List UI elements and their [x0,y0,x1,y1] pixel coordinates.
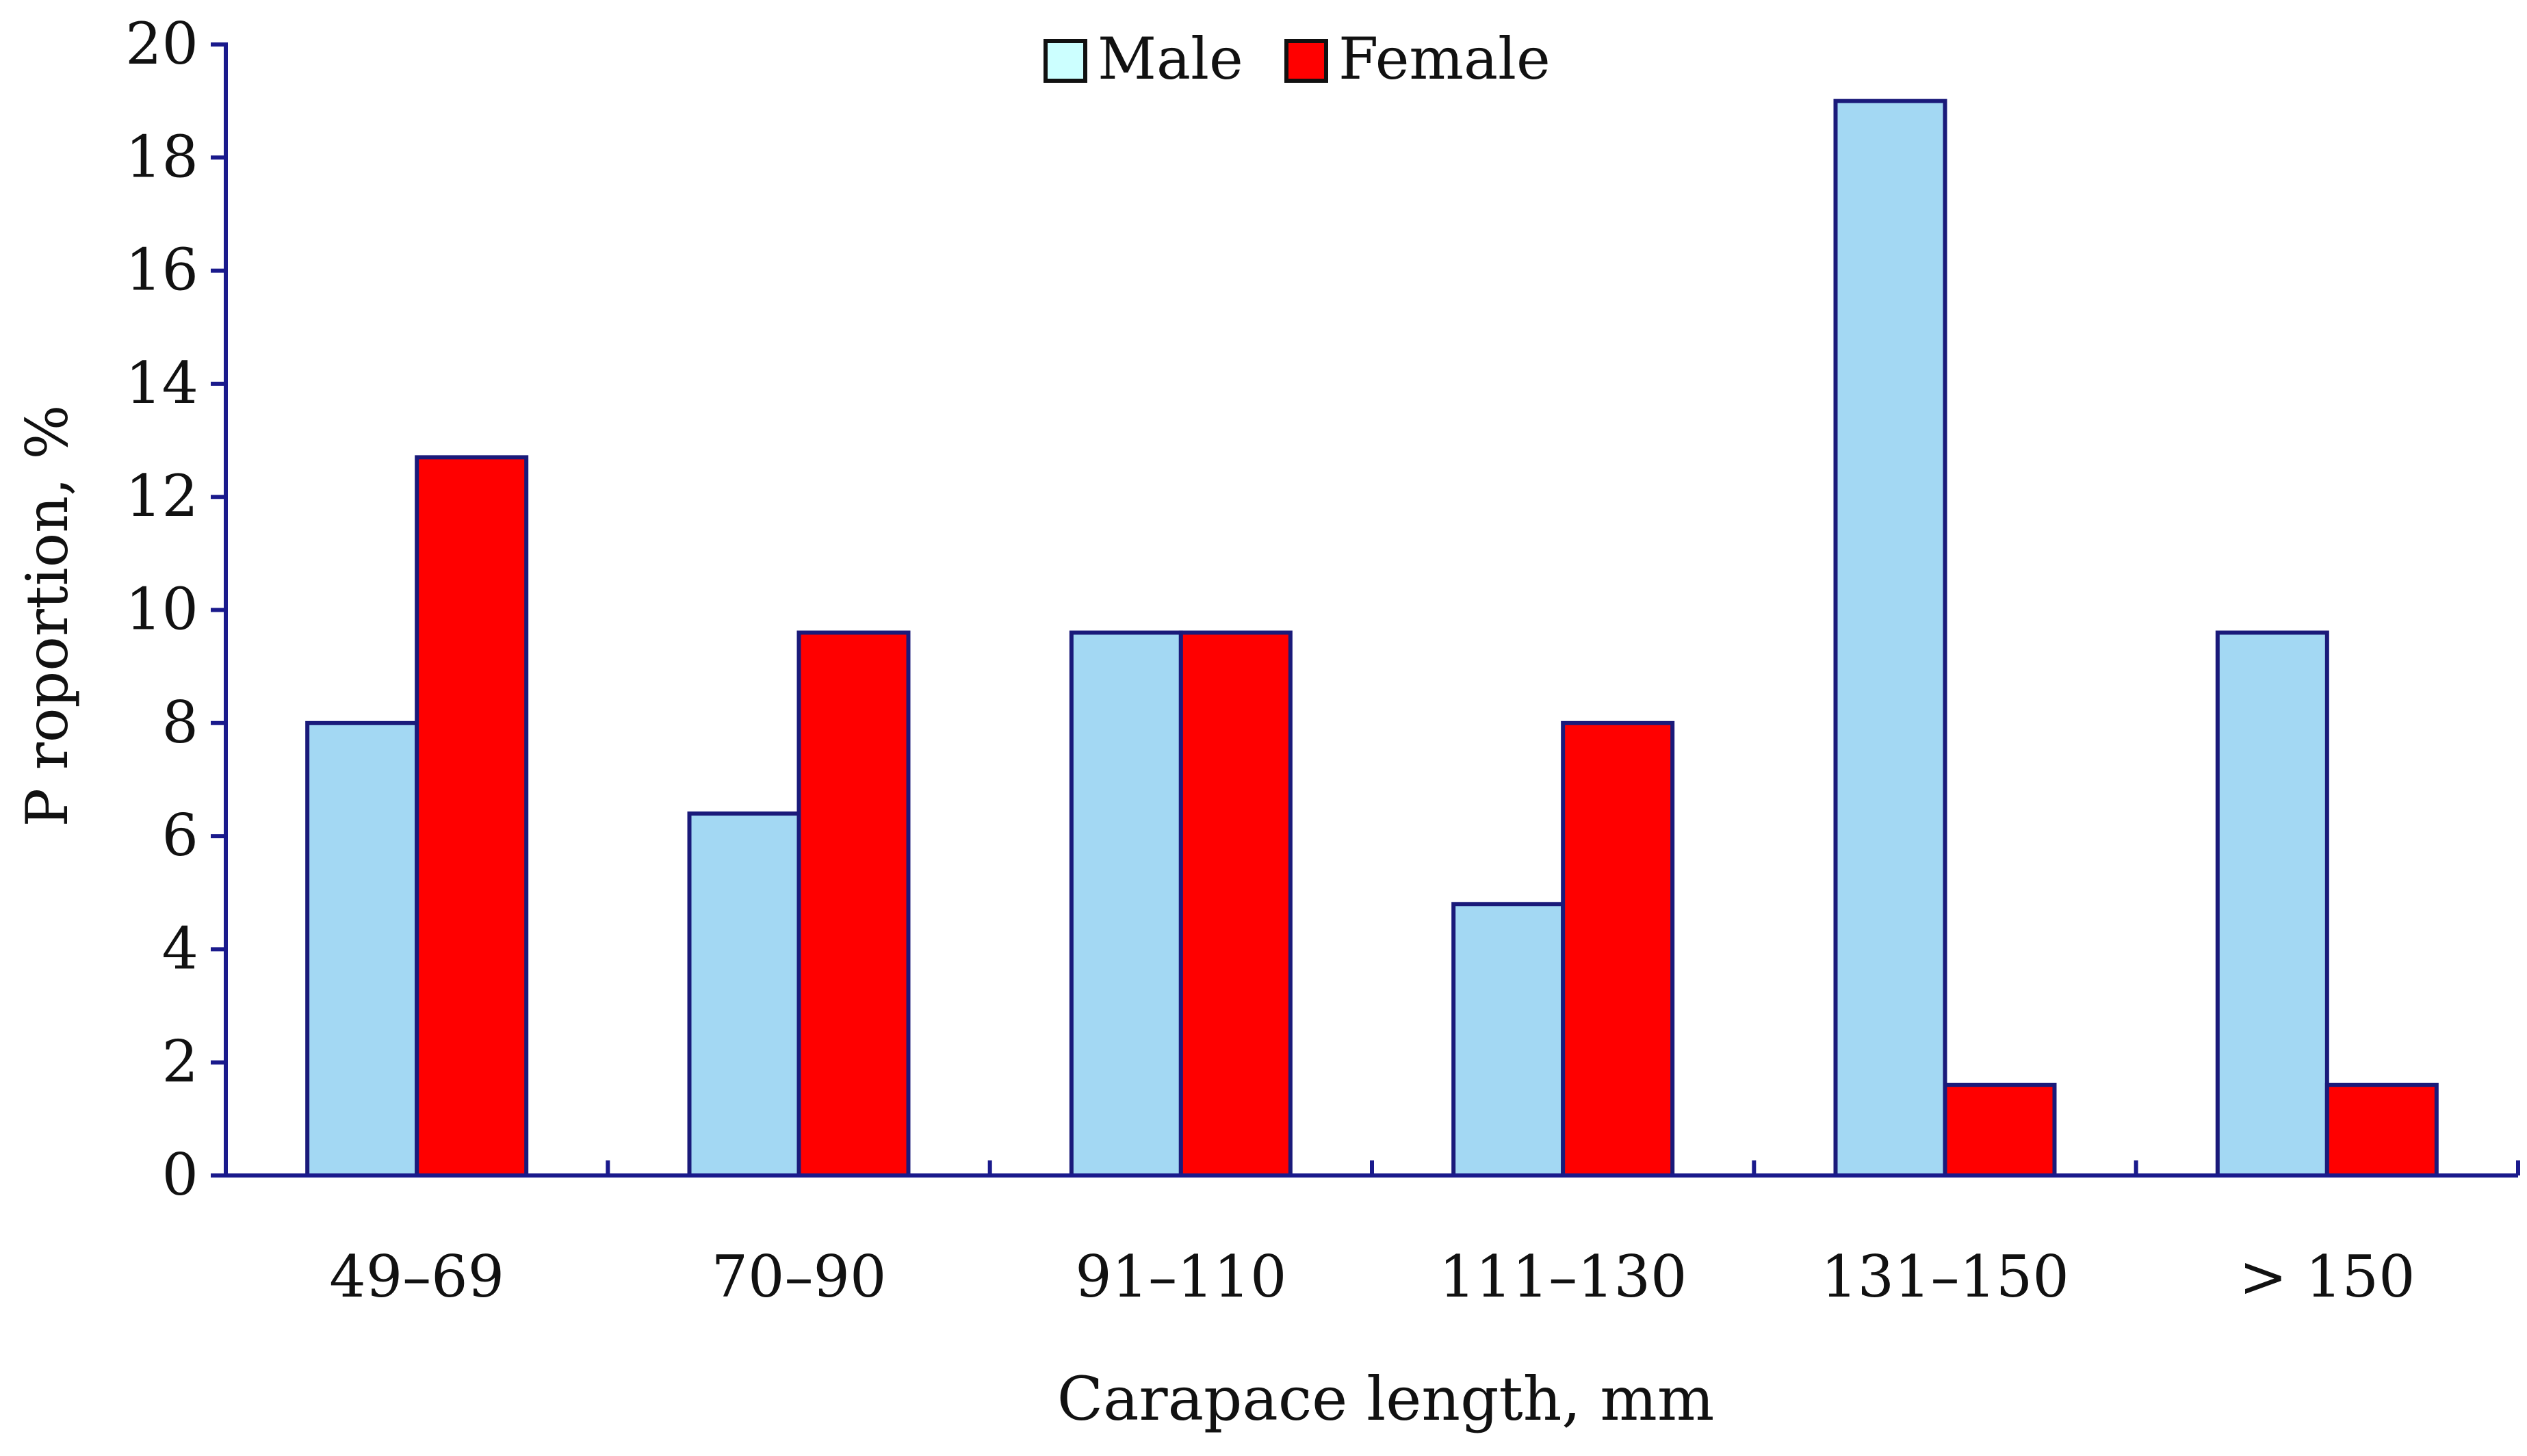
bar-female-6 [2324,1082,2439,1178]
x-tick-label: 91–110 [1075,1243,1286,1310]
bar-female-2 [796,630,911,1178]
bar-male-6 [2215,630,2329,1178]
y-tick-label: 6 [162,802,198,869]
y-tick-label: 2 [162,1028,198,1095]
x-tick-label: 111–130 [1439,1243,1687,1310]
x-tick-label: 70–90 [712,1243,887,1310]
legend: Male Female [1044,25,1551,92]
x-axis-label: Carapace length, mm [1057,1364,1715,1434]
legend-label-female: Female [1338,25,1551,92]
x-tick-label: > 150 [2239,1243,2415,1310]
bar-female-4 [1561,720,1675,1178]
bar-male-5 [1833,99,1947,1178]
bar-male-3 [1069,630,1183,1178]
y-tick-label: 18 [125,123,198,190]
legend-swatch-male [1044,39,1087,83]
bar-female-5 [1943,1082,2057,1178]
y-axis-label: P roportion, % [14,405,81,827]
y-tick-label: 20 [125,10,198,77]
y-tick-labels: 0 2 4 6 8 10 12 14 16 18 20 [125,10,198,1208]
y-tick-label: 14 [125,350,198,417]
bar-female-3 [1178,630,1293,1178]
y-tick-label: 12 [125,463,198,530]
bar-male-4 [1451,902,1566,1178]
bars [305,99,2439,1178]
x-tick-labels: 49–69 70–90 91–110 111–130 131–150 > 150 [329,1243,2415,1310]
bar-male-1 [305,720,419,1178]
x-tick-label: 49–69 [329,1243,504,1310]
y-tick-label: 16 [125,237,198,304]
legend-label-male: Male [1098,25,1243,92]
y-tick-label: 4 [162,915,198,982]
y-tick-label: 0 [162,1141,198,1208]
y-tick-label: 10 [125,576,198,643]
axes [211,42,2520,1178]
bar-male-2 [687,811,801,1178]
y-tick-label: 8 [162,689,198,756]
legend-swatch-female [1284,39,1328,83]
x-tick-label: 131–150 [1821,1243,2069,1310]
bar-female-1 [415,455,529,1178]
